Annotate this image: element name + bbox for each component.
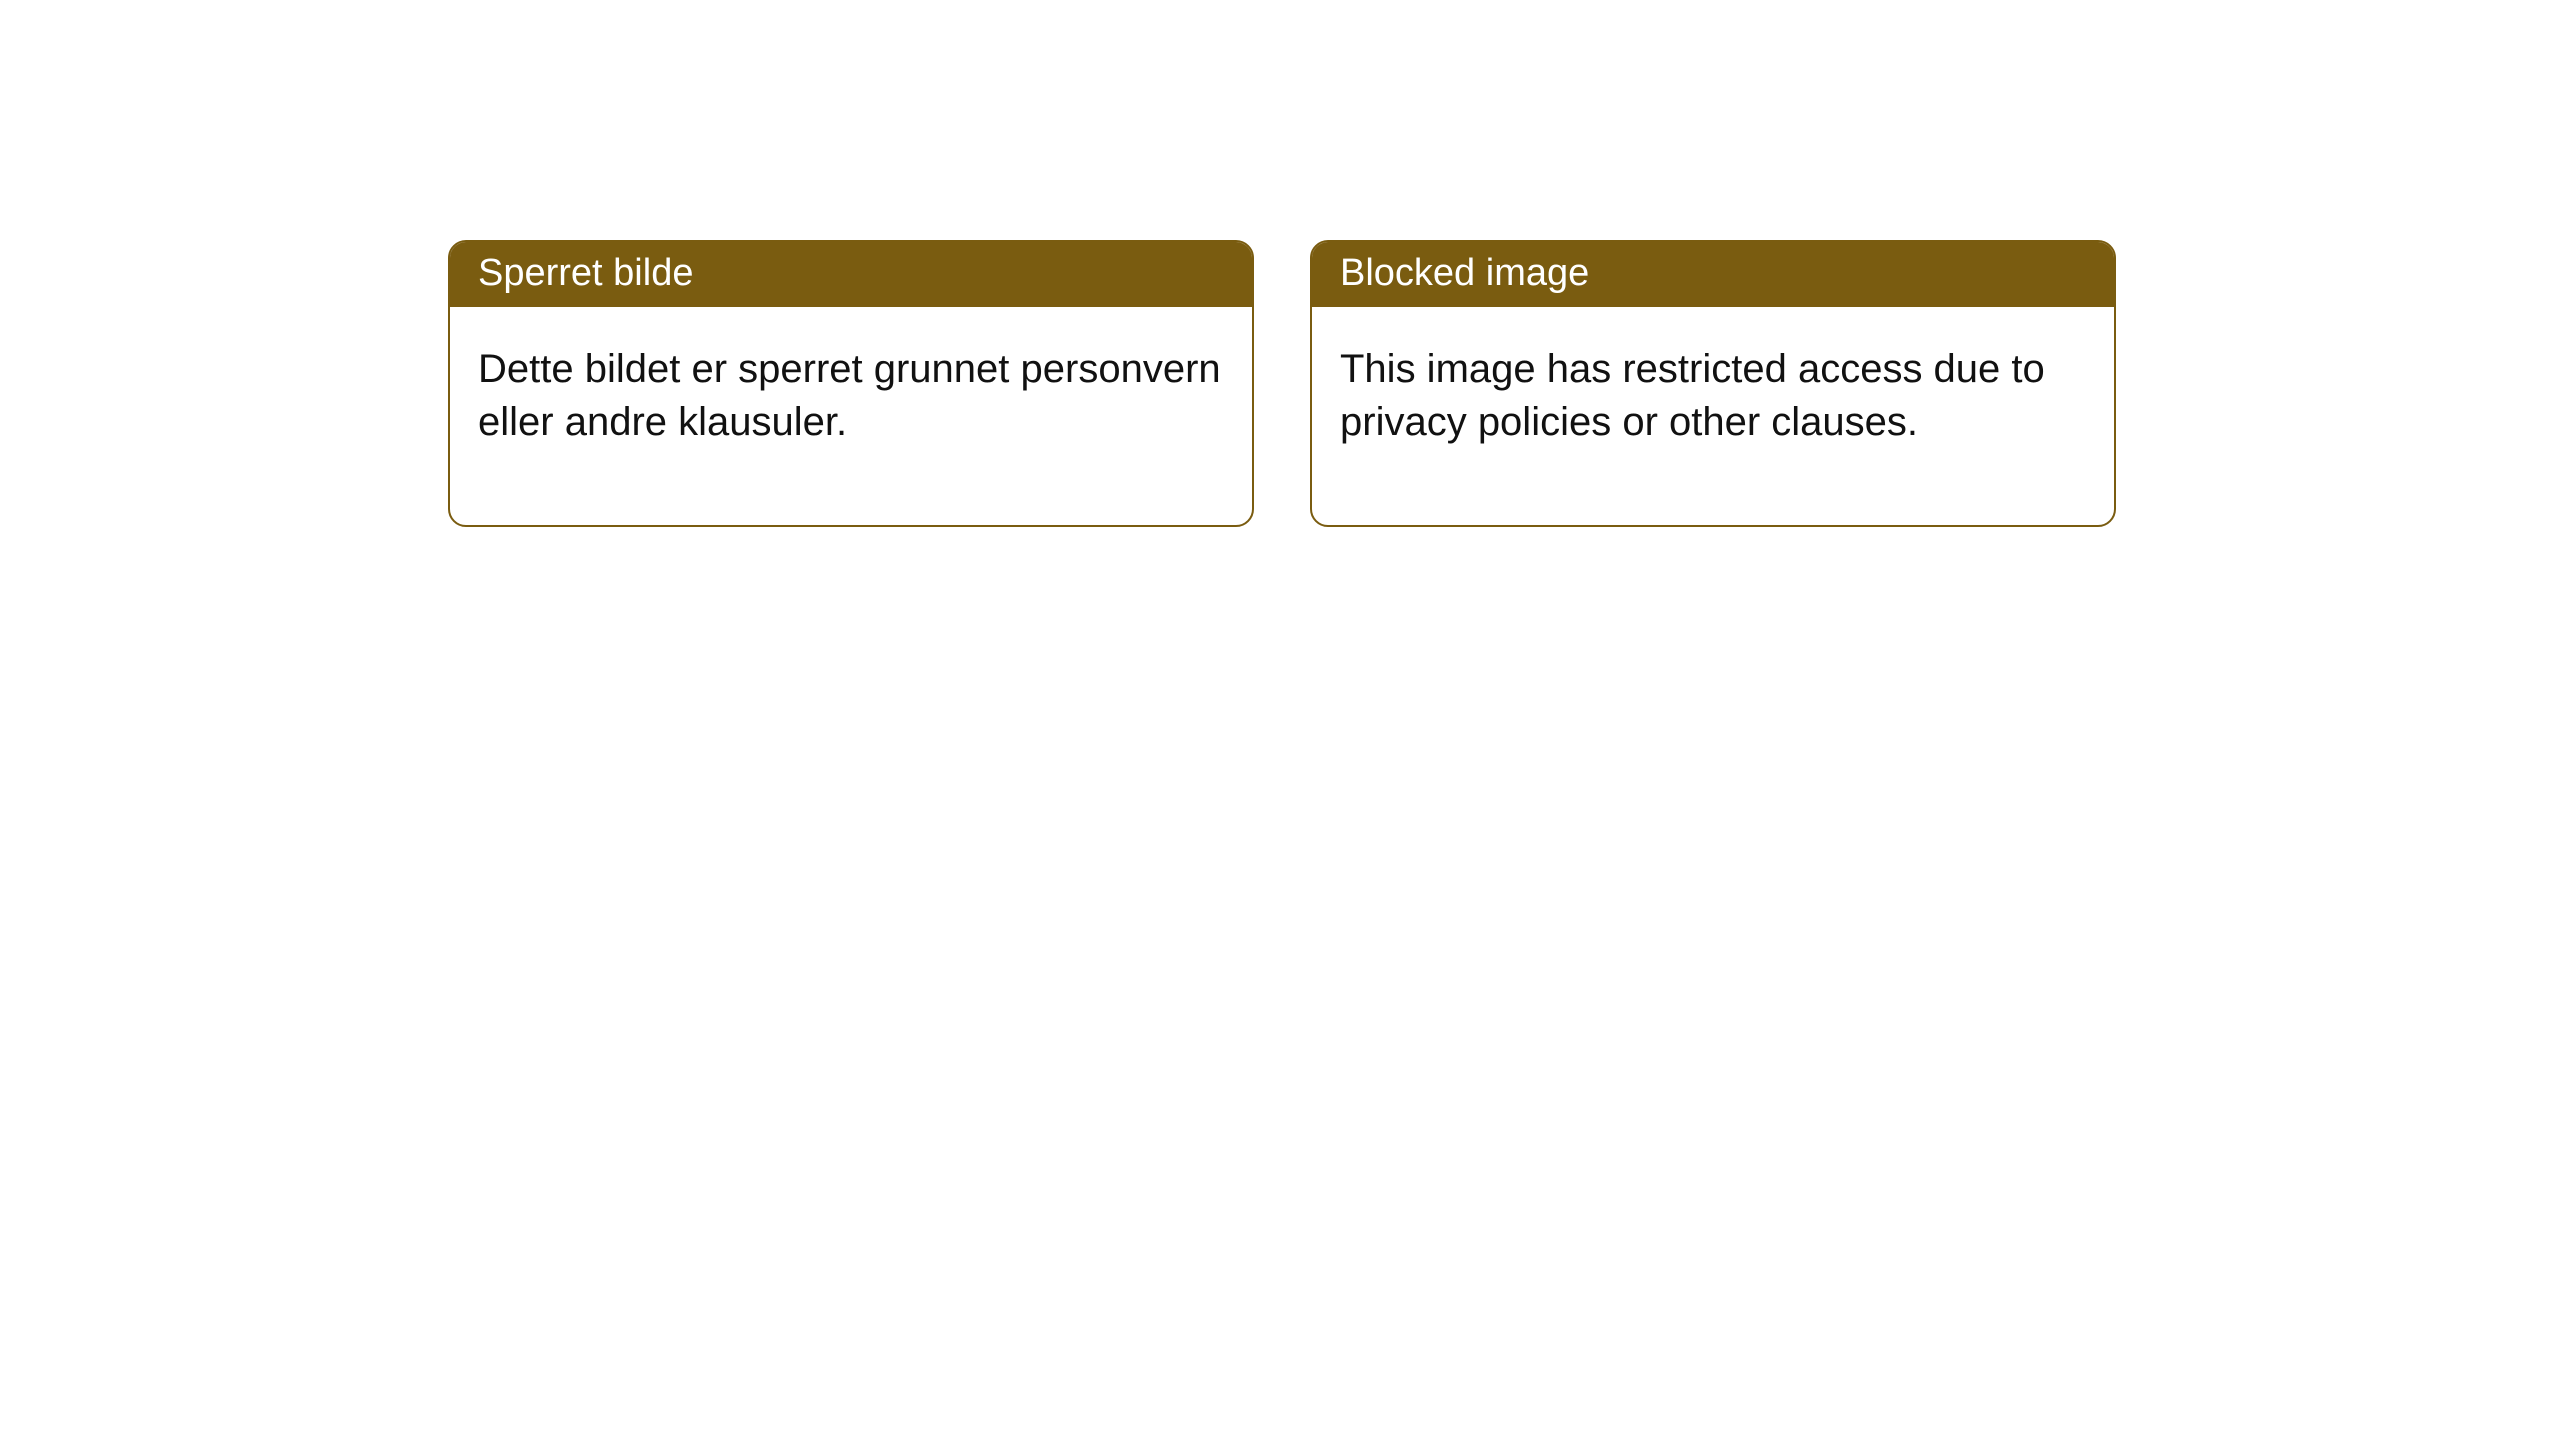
card-body-no: Dette bildet er sperret grunnet personve… (450, 307, 1252, 525)
card-header-no: Sperret bilde (450, 242, 1252, 307)
blocked-image-card-no: Sperret bilde Dette bildet er sperret gr… (448, 240, 1254, 527)
blocked-image-card-en: Blocked image This image has restricted … (1310, 240, 2116, 527)
card-body-en: This image has restricted access due to … (1312, 307, 2114, 525)
card-header-en: Blocked image (1312, 242, 2114, 307)
notice-cards-container: Sperret bilde Dette bildet er sperret gr… (0, 0, 2560, 527)
